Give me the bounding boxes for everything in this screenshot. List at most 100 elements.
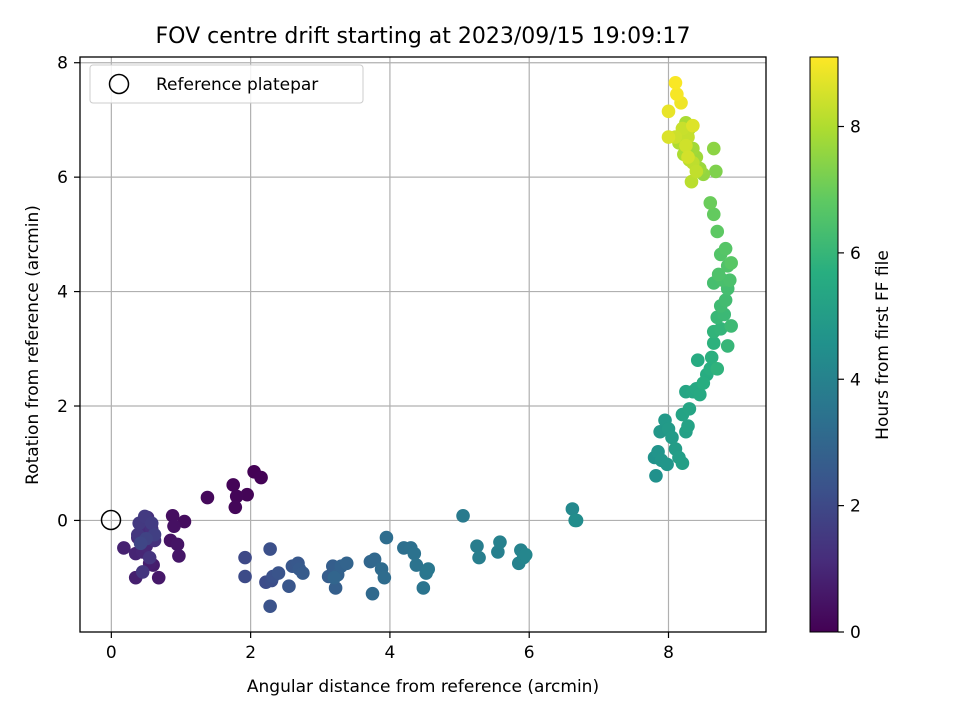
data-point [568,513,582,528]
x-tick-label: 2 [245,643,256,663]
data-point [407,546,422,561]
data-point [718,241,733,256]
data-point [724,319,738,333]
data-point [684,174,699,189]
data-point [135,565,150,579]
data-point [238,569,252,584]
data-point [226,478,241,492]
data-point [263,599,277,614]
data-point [661,130,676,144]
data-point [238,550,252,565]
data-point [686,118,700,133]
data-point [170,537,185,552]
x-tick-label: 6 [524,643,535,663]
data-point [229,489,244,504]
data-point [254,470,268,485]
data-point [681,419,695,433]
data-point [200,490,215,505]
y-tick-label: 2 [57,397,68,417]
data-point [718,293,733,307]
data-point [240,487,254,502]
data-point [713,321,728,336]
data-point [724,256,738,270]
data-point [377,570,392,585]
data-point [711,267,726,282]
data-point [421,562,436,576]
data-point [518,547,533,562]
data-point [117,541,131,555]
data-point [327,570,342,585]
legend-box [89,64,364,104]
data-point [263,542,277,556]
x-tick-label: 4 [385,643,396,663]
data-point [693,387,707,402]
legend-marker [108,73,130,95]
data-point [367,552,382,567]
data-points [117,75,738,614]
data-point [690,353,705,368]
data-point [282,579,296,594]
data-point [675,456,690,471]
y-tick-label: 6 [57,168,68,188]
data-point [709,164,723,179]
colorbar-ticks: 0 2 4 6 8 [838,118,861,643]
chart-title: FOV centre drift starting at 2023/09/15 … [156,24,691,49]
data-point [710,362,725,376]
data-point [710,224,725,239]
data-point [722,273,737,287]
data-point [665,430,679,445]
data-point [706,336,721,350]
data-point [668,75,683,90]
colorbar-label: Hours from first FF file [873,250,893,440]
data-point [365,586,380,601]
data-point [271,566,286,580]
data-point [696,376,711,390]
colorbar-tick-label: 6 [850,244,861,264]
x-tick-label: 8 [663,643,674,663]
data-point [379,530,394,545]
y-tick-label: 4 [57,283,68,303]
colorbar-tick-label: 4 [850,370,861,390]
data-point [456,509,470,523]
grid [80,57,766,632]
data-point [689,164,704,179]
colorbar [809,56,839,633]
data-point [649,469,663,483]
data-point [720,339,735,353]
data-point [416,581,431,595]
data-point [409,558,424,572]
data-point [144,516,159,531]
colorbar-tick-label: 2 [850,497,861,517]
x-axis-label: Angular distance from reference (arcmin) [247,677,599,697]
data-point [296,566,310,580]
x-tick-label: 0 [106,643,117,663]
data-point [133,536,148,551]
data-point [472,550,486,565]
y-tick-label: 8 [57,54,68,74]
y-axis-ticks: 0 2 4 6 8 [57,54,80,531]
data-point [151,570,166,585]
data-point [167,519,181,533]
data-point [172,549,186,563]
data-point [704,350,719,365]
data-point [328,581,343,595]
colorbar-tick-label: 8 [850,118,861,138]
x-axis-ticks: 0 2 4 6 8 [106,632,674,663]
data-point [660,457,674,472]
data-point [228,500,243,515]
data-point [682,402,697,416]
data-point [661,104,676,119]
data-point [565,502,580,516]
data-point [706,141,721,156]
data-point [339,556,354,571]
legend: Reference platepar [89,64,364,104]
data-point [679,138,693,153]
data-point [177,514,192,529]
data-point [493,535,507,549]
plot-frame [79,56,767,633]
data-point [142,550,157,565]
data-point [706,207,721,222]
data-point [670,87,684,101]
y-tick-label: 0 [57,511,68,531]
